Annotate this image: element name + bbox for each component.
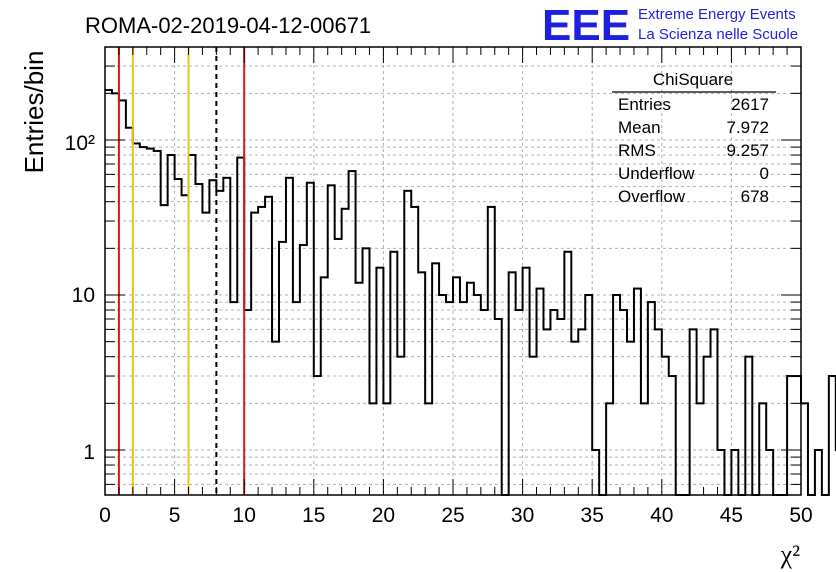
x-tick-label: 0 (99, 504, 111, 527)
histogram (105, 89, 836, 496)
y-axis-title: Entries/bin (19, 51, 49, 174)
x-tick-label: 15 (302, 504, 325, 527)
logo-line-1: Extreme Energy Events (638, 6, 796, 23)
logo-mark: EEE (542, 1, 630, 50)
reference-lines (117, 47, 246, 495)
x-tick-label: 5 (169, 504, 181, 527)
stats-box: ChiSquare Entries 2617 Mean 7.972 RMS 9.… (612, 70, 776, 206)
stats-value-underflow: 0 (760, 164, 769, 183)
chart-title: ROMA-02-2019-04-12-00671 (85, 13, 371, 38)
x-tick-label: 25 (441, 504, 464, 527)
x-tick-label: 50 (789, 504, 812, 527)
x-tick-label: 40 (650, 504, 673, 527)
stats-value-entries: 2617 (731, 95, 769, 114)
x-tick-labels: 0 5 10 15 20 25 30 35 40 45 50 (99, 504, 813, 527)
stats-box-title: ChiSquare (653, 70, 733, 89)
x-tick-label: 30 (511, 504, 534, 527)
y-tick-label: 10 (72, 284, 95, 307)
logo-line-2: La Scienza nelle Scuole (638, 26, 798, 43)
stats-label-mean: Mean (618, 118, 661, 137)
x-axis-title: χ² (780, 540, 801, 569)
y-tick-labels: 1 10 10² (65, 132, 95, 464)
stats-value-overflow: 678 (741, 187, 769, 206)
stats-label-underflow: Underflow (618, 164, 695, 183)
stats-label-overflow: Overflow (618, 187, 686, 206)
x-tick-label: 10 (233, 504, 256, 527)
stats-value-mean: 7.972 (726, 118, 769, 137)
axis-ticks (104, 47, 802, 495)
x-tick-label: 45 (720, 504, 743, 527)
stats-label-entries: Entries (618, 95, 671, 114)
stats-label-rms: RMS (618, 141, 656, 160)
y-tick-label: 10² (65, 132, 95, 155)
stats-value-rms: 9.257 (726, 141, 769, 160)
y-tick-label: 1 (83, 441, 95, 464)
x-tick-label: 20 (372, 504, 395, 527)
x-tick-label: 35 (581, 504, 604, 527)
eee-logo: EEE Extreme Energy Events La Scienza nel… (542, 1, 798, 50)
